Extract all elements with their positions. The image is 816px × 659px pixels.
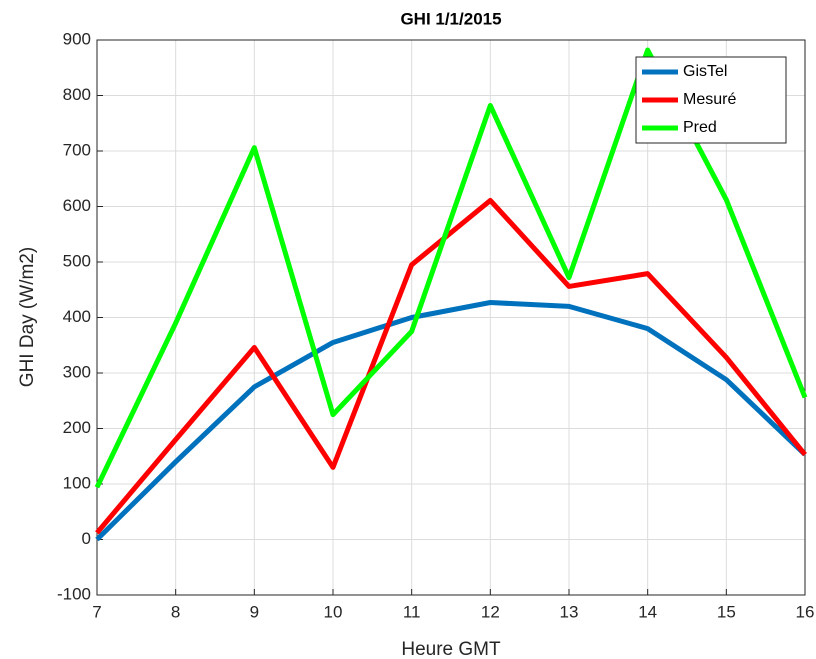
plot-frame (96, 39, 806, 596)
y-tick-label: 400 (63, 307, 91, 326)
legend-label: Pred (683, 119, 717, 136)
x-tick-label: 16 (796, 602, 815, 621)
y-tick-label: 500 (63, 251, 91, 270)
x-tick-label: 10 (324, 602, 343, 621)
chart-title: GHI 1/1/2015 (400, 9, 501, 28)
x-tick-label: 15 (717, 602, 736, 621)
y-tick-label: 200 (63, 418, 91, 437)
legend-label: GisTel (683, 63, 727, 80)
y-tick-label: 900 (63, 29, 91, 48)
x-tick-label: 14 (638, 602, 657, 621)
x-tick-label: 11 (403, 602, 421, 621)
y-tick-label: -100 (57, 584, 91, 603)
y-tick-label: 100 (63, 473, 91, 492)
y-tick-label: 300 (63, 362, 91, 381)
x-tick-label: 9 (250, 602, 259, 621)
y-tick-label: 700 (63, 140, 91, 159)
line-series (95, 197, 807, 535)
line-series (95, 300, 807, 542)
x-tick-label: 12 (481, 602, 500, 621)
y-tick-label: 0 (82, 529, 91, 548)
x-tick-label: 8 (171, 602, 180, 621)
x-tick-label: 7 (92, 602, 101, 621)
y-axis-label: GHI Day (W/m2) (17, 247, 38, 387)
y-tick-label: 800 (63, 85, 91, 104)
legend: GisTel Mesuré Pred (635, 56, 787, 144)
x-axis-label: Heure GMT (401, 639, 501, 659)
legend-label: Mesuré (683, 91, 736, 108)
x-tick-label: 13 (560, 602, 579, 621)
y-tick-label: 600 (63, 196, 91, 215)
